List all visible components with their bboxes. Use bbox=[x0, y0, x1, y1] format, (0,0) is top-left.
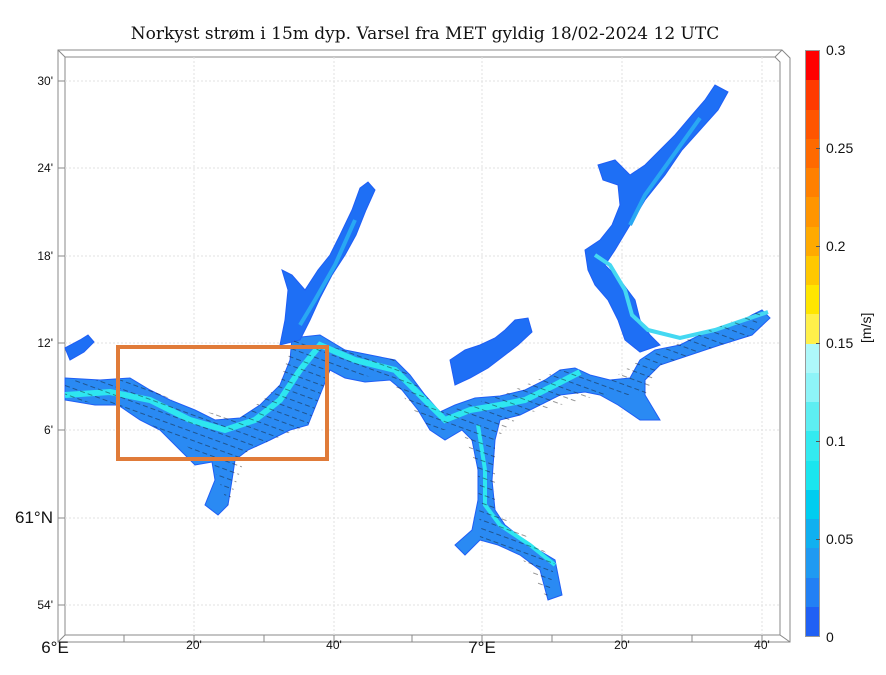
fjord-north-east bbox=[584, 84, 729, 353]
fjord-mid-northeast bbox=[449, 317, 533, 386]
highlight-box bbox=[116, 345, 329, 461]
y-tick-6: 6' bbox=[44, 423, 53, 437]
y-tick-24: 24' bbox=[37, 161, 53, 175]
colorbar-tick-0-2: 0.2 bbox=[826, 238, 846, 254]
fjord-north-mid bbox=[279, 181, 376, 346]
x-tick-40-b: 40' bbox=[754, 638, 770, 652]
y-tick-54: 54' bbox=[37, 598, 53, 612]
x-tick-6e: 6°E bbox=[41, 638, 69, 657]
fjord-northwest-patch bbox=[64, 334, 95, 361]
x-tick-20-a: 20' bbox=[186, 638, 202, 652]
y-tick-18: 18' bbox=[37, 249, 53, 263]
colorbar-tick-0-05: 0.05 bbox=[826, 531, 854, 547]
colorbar-tick-0-3: 0.3 bbox=[826, 42, 846, 58]
colorbar-unit: [m/s] bbox=[858, 312, 874, 343]
colorbar-tick-0: 0 bbox=[826, 629, 834, 645]
x-tick-40-a: 40' bbox=[326, 638, 342, 652]
x-tick-7e: 7°E bbox=[468, 638, 496, 657]
y-tick-30: 30' bbox=[37, 74, 53, 88]
velocity-arrows bbox=[65, 310, 762, 600]
map-frame bbox=[57, 49, 791, 643]
x-tick-20-b: 20' bbox=[614, 638, 630, 652]
colorbar-tick-0-15: 0.15 bbox=[826, 335, 854, 351]
colorbar-tick-0-1: 0.1 bbox=[826, 433, 846, 449]
y-tick-61n: 61°N bbox=[15, 508, 53, 527]
y-tick-12: 12' bbox=[37, 336, 53, 350]
map-title: Norkyst strøm i 15m dyp. Varsel fra MET … bbox=[130, 24, 720, 44]
colorbar-tick-0-25: 0.25 bbox=[826, 140, 854, 156]
